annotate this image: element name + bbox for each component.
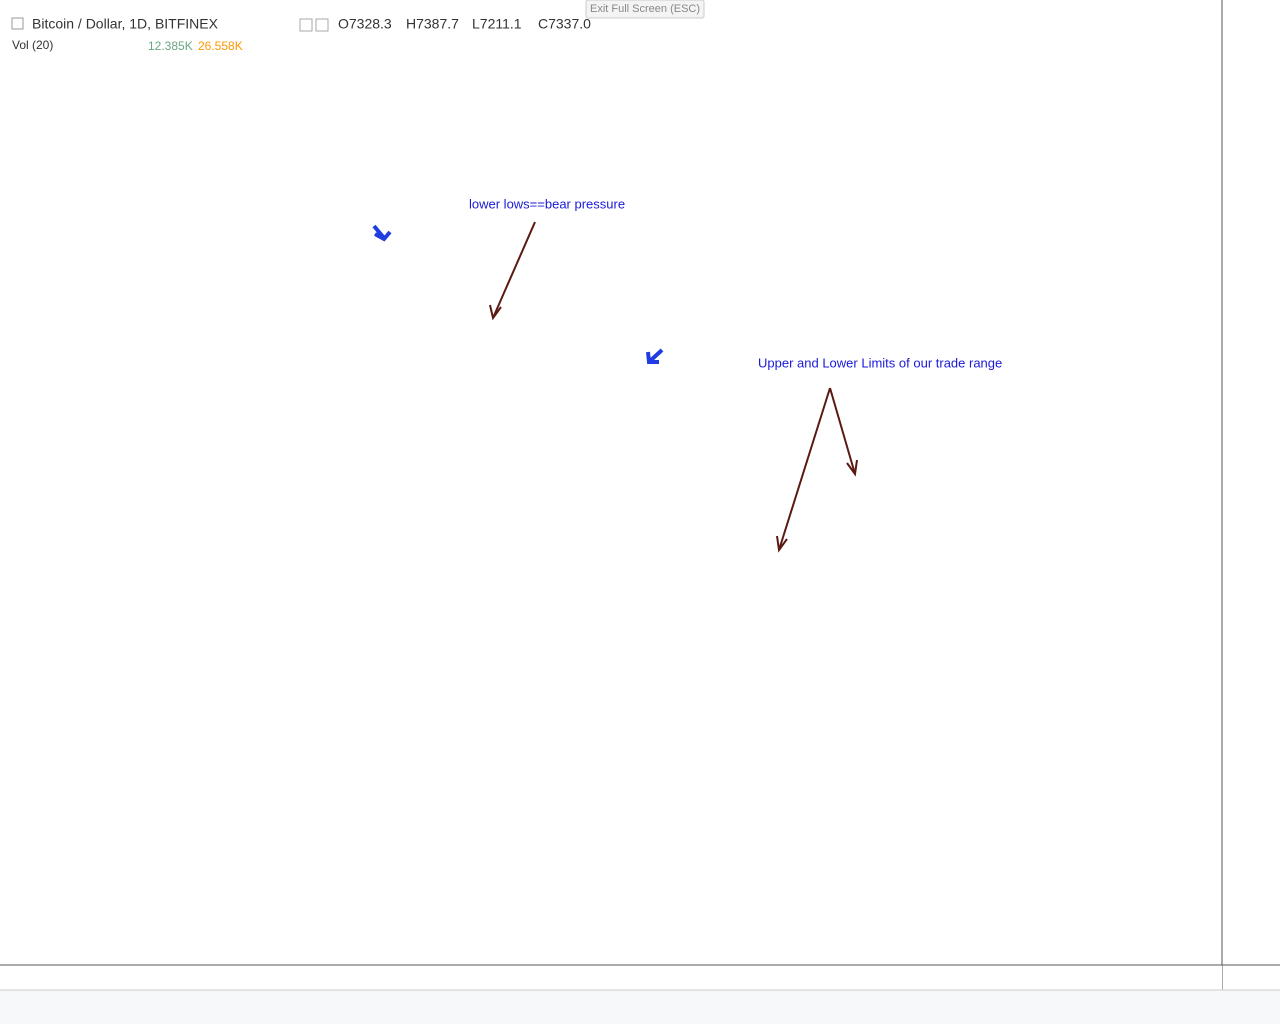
volume-value: 12.385K <box>148 39 193 53</box>
pointer <box>648 348 664 363</box>
remove-icon[interactable] <box>315 18 329 32</box>
arrow-head <box>489 304 502 321</box>
arrow <box>829 387 856 475</box>
symbol-title: Bitcoin / Dollar, 1D, BITFINEX <box>32 16 219 32</box>
ohlc-close: C7337.0 <box>538 16 591 32</box>
ohlc-low: L7211.1 <box>472 16 522 32</box>
volume-ma: 26.558K <box>198 39 243 53</box>
price-axis <box>1222 0 1280 990</box>
collapse-icon[interactable] <box>11 17 24 30</box>
pointer-icons <box>372 224 664 364</box>
pointer-head <box>374 230 392 242</box>
annotation-arrows <box>489 221 858 553</box>
arrow-head <box>846 459 858 477</box>
arrow <box>492 221 536 319</box>
arrow <box>778 387 831 551</box>
toolbar <box>0 990 1280 1024</box>
arrow-head <box>776 535 788 553</box>
ohlc-open: O7328.3 <box>338 16 392 32</box>
pointer-head <box>646 351 659 364</box>
volume-label: Vol (20) <box>12 38 53 52</box>
time-axis <box>0 965 1222 990</box>
ohlc-high: H7387.7 <box>406 16 459 32</box>
exit-label[interactable]: Exit Full Screen (ESC) <box>590 3 700 15</box>
exit-button[interactable] <box>585 0 705 19</box>
annotation: lower lows==bear pressure <box>469 196 625 211</box>
annotation: Upper and Lower Limits of our trade rang… <box>758 355 1002 370</box>
settings-icon[interactable] <box>299 18 313 32</box>
